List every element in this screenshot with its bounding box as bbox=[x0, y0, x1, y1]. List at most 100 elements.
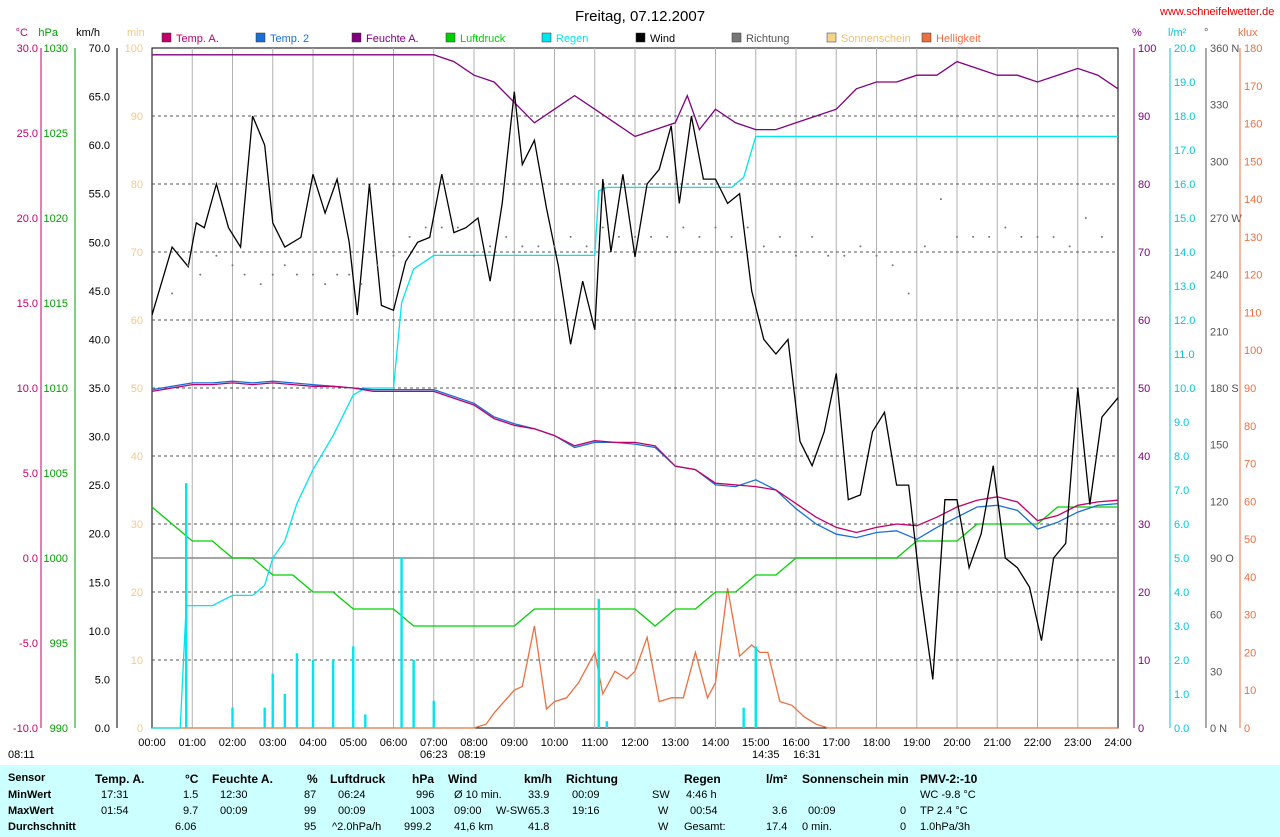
legend-swatch bbox=[826, 32, 837, 43]
series-line-wind bbox=[151, 91, 1119, 680]
wind-direction-point bbox=[489, 245, 492, 248]
right-axis-tick-label: 140 bbox=[1244, 194, 1262, 206]
feuchte-max-time: 00:09 bbox=[220, 805, 248, 817]
sonne-total: 0 min. bbox=[802, 821, 832, 833]
left-axis-tick-label: -10.0 bbox=[13, 723, 38, 735]
website-logo[interactable]: www.schneifelwetter.de bbox=[1160, 6, 1275, 18]
left-axis-tick-label: 1020 bbox=[44, 213, 68, 225]
wind-direction-point bbox=[634, 235, 636, 238]
richtung-min-time: 00:09 bbox=[572, 789, 600, 801]
right-axis-tick-label: 60 bbox=[1244, 496, 1256, 508]
wind-direction-point bbox=[650, 235, 653, 238]
luftdruck-trend: ^2.0hPa/h bbox=[332, 821, 382, 833]
x-tick-label: 04:00 bbox=[299, 737, 327, 749]
right-axis-tick-label: 180 bbox=[1244, 43, 1262, 55]
right-axis-tick-label: 2.0 bbox=[1174, 655, 1189, 667]
wind-direction-point bbox=[243, 273, 246, 276]
legend-swatch bbox=[161, 32, 172, 43]
right-axis-tick-label: 270 W bbox=[1210, 213, 1242, 225]
legend-swatch bbox=[445, 32, 456, 43]
temp-min-value: 1.5 bbox=[183, 789, 199, 801]
pmv-taupunkt: TP 2.4 °C bbox=[920, 805, 968, 817]
right-axis-tick-label: 0 bbox=[1244, 723, 1250, 735]
richtung-max-value: W bbox=[658, 805, 669, 817]
left-axis-tick-label: 5.0 bbox=[23, 468, 38, 480]
left-axis-unit: km/h bbox=[76, 27, 100, 39]
right-axis-tick-label: 40 bbox=[1138, 451, 1150, 463]
wind-direction-point bbox=[1036, 235, 1039, 238]
x-tick-label: 14:00 bbox=[702, 737, 730, 749]
right-axis-tick-label: 0 N bbox=[1210, 723, 1227, 735]
regen-header: Regen bbox=[684, 772, 721, 786]
x-tick-label: 08:00 bbox=[460, 737, 488, 749]
x-tick-label: 18:00 bbox=[863, 737, 891, 749]
legend-label: Wind bbox=[650, 33, 675, 45]
wind-direction-point bbox=[1052, 235, 1055, 238]
wind-direction-point bbox=[956, 235, 958, 238]
luftdruck-min-time: 06:24 bbox=[338, 789, 366, 801]
feuchte-unit: % bbox=[307, 772, 318, 786]
right-axis-tick-label: 30 bbox=[1244, 610, 1256, 622]
x-tick-label: 03:00 bbox=[259, 737, 287, 749]
right-axis-tick-label: 9.0 bbox=[1174, 417, 1189, 429]
right-axis-tick-label: 0 bbox=[1138, 723, 1144, 735]
rain-rate-bar bbox=[295, 653, 299, 728]
left-axis-tick-label: 60 bbox=[131, 315, 143, 327]
x-tick-label: 10:00 bbox=[541, 737, 569, 749]
wind-direction-point bbox=[1084, 217, 1087, 219]
left-axis-tick-label: 30.0 bbox=[17, 43, 38, 55]
sonne-max-time: 00:09 bbox=[808, 805, 836, 817]
wind-header: Wind bbox=[448, 772, 478, 786]
footer-regen: Regen l/m² 4:46 h 00:54 3.6 Gesamt: 17.4 bbox=[684, 765, 794, 837]
left-axis-tick-label: 30 bbox=[131, 519, 143, 531]
richtung-max-time: 19:16 bbox=[572, 805, 600, 817]
legend-label: Temp. A. bbox=[176, 33, 219, 45]
left-axis-tick-label: 55.0 bbox=[89, 189, 110, 201]
right-axis-tick-label: 360 N bbox=[1210, 43, 1239, 55]
rain-rate-bar bbox=[263, 707, 266, 728]
left-axis-tick-label: 25.0 bbox=[17, 128, 38, 140]
x-tick-label: 02:00 bbox=[219, 737, 247, 749]
rain-rate-bar bbox=[185, 483, 188, 728]
right-axis-tick-label: 120 bbox=[1244, 270, 1262, 282]
wind-max-value: 65.3 bbox=[528, 805, 550, 817]
pmv-trend: 1.0hPa/3h bbox=[920, 821, 971, 833]
luftdruck-max-value: 1003 bbox=[410, 805, 435, 817]
temp-max-time: 01:54 bbox=[101, 805, 129, 817]
footer-temp: Temp. A. °C 17:31 1.5 01:54 9.7 6.06 bbox=[93, 765, 205, 837]
left-axis-tick-label: 15.0 bbox=[89, 577, 110, 589]
time-marker-sunset: 16:31 bbox=[793, 749, 821, 761]
left-axis-tick-label: 10.0 bbox=[17, 383, 38, 395]
right-axis-tick-label: 100 bbox=[1244, 345, 1262, 357]
right-axis-tick-label: 300 bbox=[1210, 156, 1228, 168]
left-axis-tick-label: 1000 bbox=[44, 553, 68, 565]
wind-direction-point bbox=[440, 226, 443, 229]
right-axis-unit: % bbox=[1132, 27, 1142, 39]
legend-swatch bbox=[351, 32, 362, 43]
time-marker-left-time: 08:11 bbox=[8, 749, 35, 761]
wind-direction-point bbox=[259, 283, 262, 286]
wind-direction-point bbox=[187, 264, 190, 267]
wind-direction-point bbox=[312, 273, 314, 276]
footer-feuchte: Feuchte A. % 12:30 87 00:09 99 95 bbox=[212, 765, 322, 837]
left-axis-unit: °C bbox=[16, 27, 28, 39]
wind-direction-point bbox=[939, 198, 942, 201]
wind-max-time: 09:00 bbox=[454, 805, 482, 817]
series-line-feuchte-a bbox=[152, 54, 1119, 138]
left-axis-tick-label: 100 bbox=[125, 43, 143, 55]
left-axis-tick-label: 0.0 bbox=[23, 553, 38, 565]
sonne-avg: 0 bbox=[900, 821, 907, 833]
left-axis-tick-label: 80 bbox=[131, 179, 143, 191]
luftdruck-max-time: 00:09 bbox=[338, 805, 366, 817]
temp-header: Temp. A. bbox=[95, 772, 145, 786]
left-axis-unit: hPa bbox=[38, 27, 58, 39]
sonne-header: Sonnenschein min bbox=[802, 772, 909, 786]
wind-direction-point bbox=[569, 235, 572, 238]
rain-rate-bar bbox=[605, 721, 609, 728]
wind-direction-point bbox=[666, 235, 669, 238]
left-axis-tick-label: 995 bbox=[50, 638, 68, 650]
right-axis-tick-label: 160 bbox=[1244, 119, 1262, 131]
legend-swatch bbox=[541, 32, 552, 43]
wind-direction-point bbox=[988, 235, 991, 238]
richtung-avg: W bbox=[658, 821, 669, 833]
